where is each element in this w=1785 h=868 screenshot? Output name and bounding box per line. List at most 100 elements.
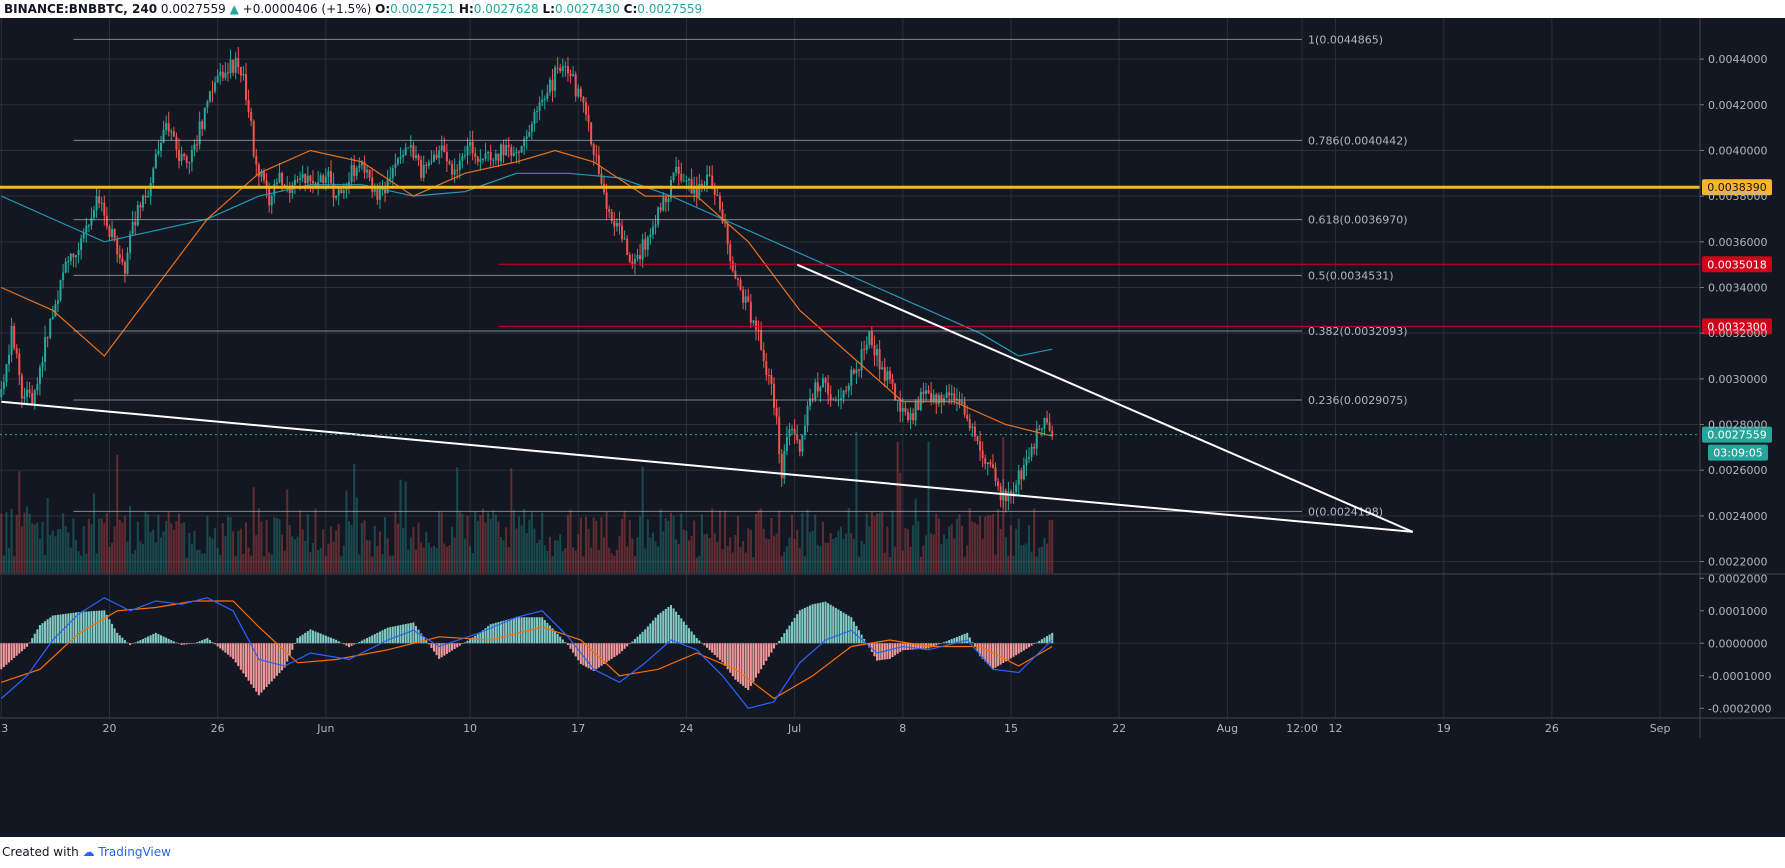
macd-histogram-bar	[46, 619, 49, 644]
volume-bar	[561, 551, 564, 573]
macd-histogram-bar	[968, 637, 971, 644]
volume-bar	[780, 556, 783, 573]
macd-histogram-bar	[742, 643, 745, 686]
volume-bar	[687, 540, 691, 573]
candle-body	[299, 178, 302, 180]
macd-histogram-bar	[350, 643, 353, 646]
macd-histogram-bar	[224, 643, 227, 653]
price-level-badge	[1702, 318, 1772, 335]
time-axis-tick: 10	[463, 722, 477, 735]
volume-bar	[407, 549, 410, 573]
macd-histogram-bar	[430, 643, 433, 648]
macd-histogram-bar	[291, 643, 294, 650]
volume-bar	[203, 553, 206, 573]
volume-bar	[680, 513, 683, 573]
macd-histogram-bar	[144, 637, 147, 644]
macd-histogram-bar	[311, 630, 314, 644]
tradingview-logo-icon[interactable]: ☁	[82, 845, 95, 859]
candle-body	[729, 244, 732, 262]
time-axis-tick: 26	[211, 722, 225, 735]
macd-histogram-bar	[906, 643, 909, 650]
volume-bar	[242, 553, 245, 573]
volume-bar	[347, 521, 351, 573]
macd-histogram-bar	[523, 617, 526, 644]
candle-body	[188, 162, 191, 164]
macd-histogram-bar	[667, 607, 670, 644]
macd-histogram-bar	[481, 630, 484, 644]
candle-body	[159, 143, 162, 151]
candle-body	[407, 147, 410, 149]
volume-bar	[129, 505, 132, 573]
candle-body	[456, 169, 459, 171]
volume-bar	[870, 511, 873, 573]
macd-histogram-bar	[548, 625, 551, 644]
volume-bar	[850, 533, 853, 573]
volume-bar	[744, 552, 747, 573]
candle-body	[327, 170, 330, 177]
volume-bar	[785, 546, 788, 573]
volume-bar	[157, 514, 160, 573]
candle-body	[742, 289, 745, 303]
symbol-label[interactable]: BINANCE:BNBBTC, 240	[4, 2, 158, 16]
candle-body	[404, 147, 407, 156]
candle-body	[31, 393, 34, 404]
candle-body	[268, 188, 271, 206]
macd-histogram-bar	[368, 636, 371, 644]
volume-bar	[116, 454, 119, 573]
candle-body	[87, 225, 90, 227]
volume-bar	[935, 513, 938, 573]
macd-histogram-bar	[515, 617, 518, 644]
macd-histogram-bar	[56, 614, 59, 644]
candle-body	[1028, 456, 1031, 459]
candle-body	[121, 258, 124, 263]
candle-body	[62, 272, 65, 281]
volume-bar	[711, 508, 714, 573]
volume-bar	[7, 548, 11, 573]
candle-body	[244, 74, 247, 100]
chart-area[interactable]: 1(0.0044865) 0.786(0.0040442) 0.618(0.0036…	[0, 18, 1785, 837]
candle-body	[497, 153, 500, 162]
macd-histogram-bar	[461, 643, 464, 645]
macd-histogram-bar	[147, 636, 150, 644]
candle-body	[798, 440, 801, 452]
price-chart[interactable]: 1(0.0044865) 0.786(0.0040442) 0.618(0.0036…	[0, 18, 1785, 837]
candle-body	[167, 123, 170, 132]
macd-histogram-bar	[1004, 643, 1007, 662]
macd-histogram-bar	[306, 631, 309, 644]
candle-body	[226, 72, 229, 74]
volume-bar	[819, 546, 822, 573]
volume-bar	[636, 537, 639, 573]
volume-bar	[105, 513, 108, 573]
candle-body	[1048, 422, 1051, 431]
macd-histogram-bar	[394, 626, 397, 644]
volume-bar	[772, 536, 776, 573]
volume-bar	[95, 553, 98, 573]
candle-body	[56, 300, 59, 304]
volume-bar	[149, 531, 152, 573]
macd-histogram-bar	[845, 614, 848, 644]
volume-bar	[77, 551, 80, 573]
volume-bar	[255, 535, 258, 573]
macd-histogram-bar	[639, 634, 642, 644]
candle-body	[221, 71, 224, 78]
candle-body	[332, 183, 335, 198]
change-value: +0.0000406 (+1.5%)	[242, 2, 372, 16]
candle-body	[126, 252, 129, 274]
candle-body	[98, 196, 101, 204]
volume-bar	[847, 508, 850, 573]
high-value: 0.0027628	[473, 2, 539, 16]
candle-body	[350, 165, 353, 182]
volume-bar	[152, 529, 155, 573]
countdown-badge	[1708, 444, 1768, 461]
volume-bar	[868, 526, 871, 573]
macd-histogram-bar	[360, 640, 363, 644]
macd-histogram-bar	[940, 643, 943, 644]
volume-bar	[749, 530, 752, 573]
macd-histogram-bar	[412, 622, 415, 644]
macd-histogram-bar	[819, 602, 822, 644]
tradingview-link[interactable]: TradingView	[98, 845, 171, 859]
macd-histogram-bar	[265, 643, 268, 687]
candle-body	[1025, 458, 1028, 466]
volume-bar	[958, 514, 961, 573]
candle-body	[906, 411, 909, 421]
